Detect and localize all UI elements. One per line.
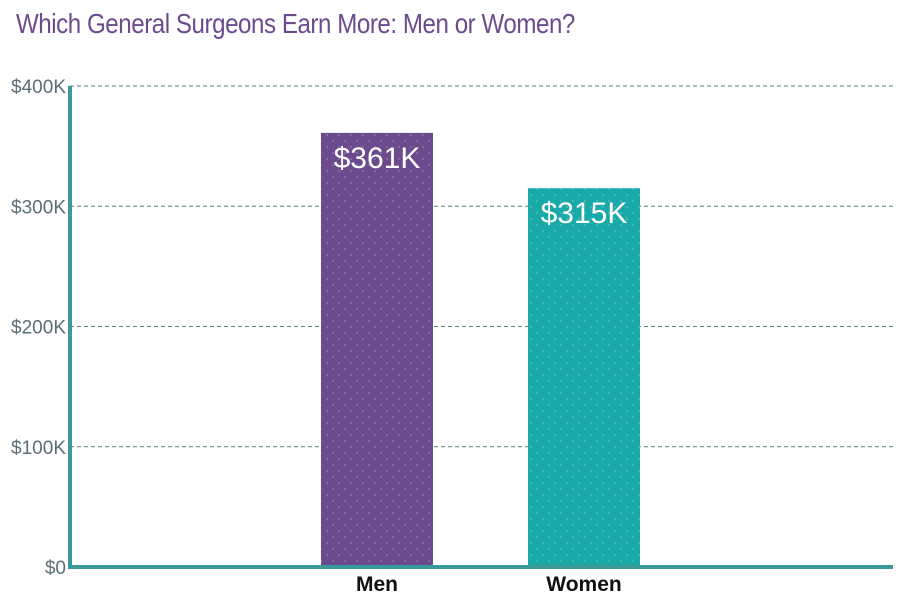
y-tick-label: $100K	[11, 438, 66, 459]
x-category-label-women: Women	[546, 573, 621, 596]
y-tick-label: $0	[45, 558, 66, 579]
y-tick-label: $200K	[11, 318, 66, 339]
chart-title: Which General Surgeons Earn More: Men or…	[16, 8, 575, 39]
y-tick-label: $300K	[11, 197, 66, 218]
y-tick-label: $400K	[11, 77, 66, 98]
data-label-women: $315K	[541, 197, 628, 230]
x-category-label-men: Men	[356, 573, 398, 596]
data-label-men: $361K	[334, 142, 421, 175]
bar-texture-women	[528, 188, 640, 567]
bar-texture-men	[321, 132, 433, 567]
